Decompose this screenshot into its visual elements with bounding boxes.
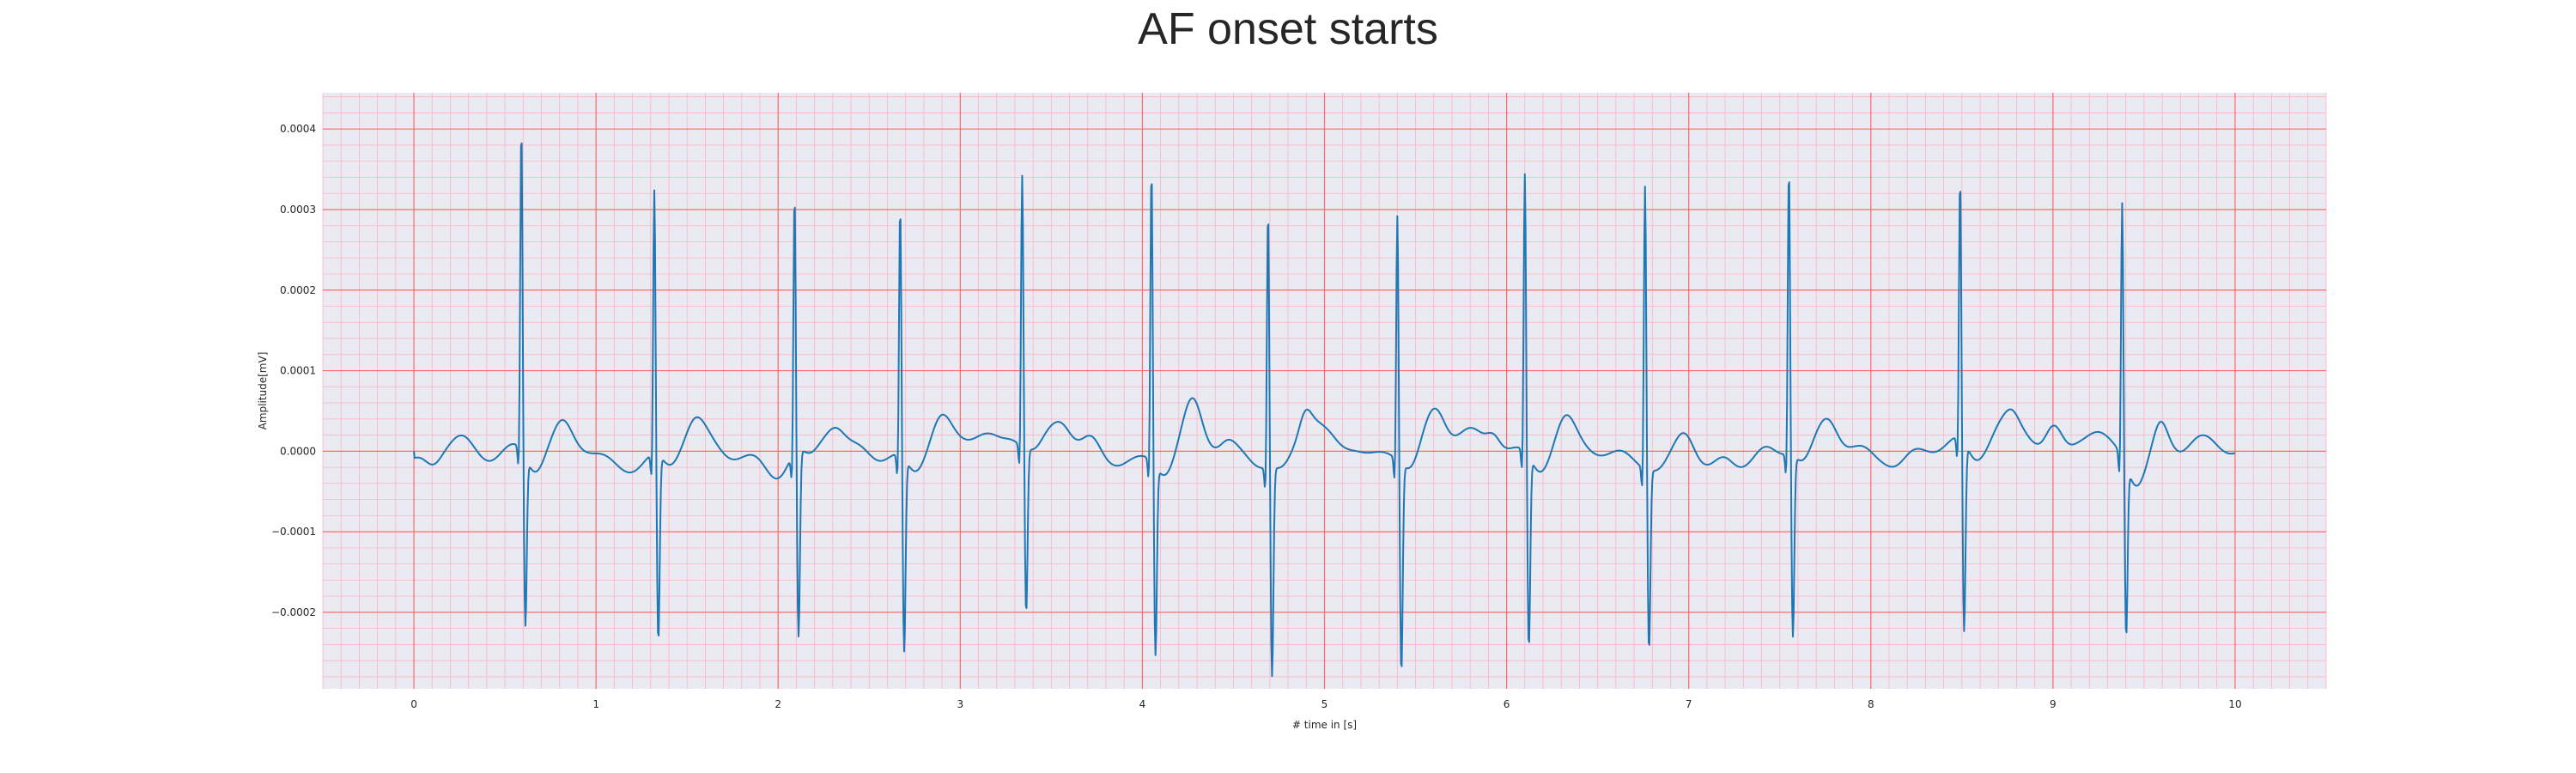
x-axis-label: # time in [s] <box>1292 719 1357 731</box>
x-tick-label: 9 <box>2050 698 2057 710</box>
x-tick-label: 6 <box>1504 698 1510 710</box>
y-tick-label: 0.0003 <box>280 204 316 216</box>
x-tick-label: 3 <box>957 698 963 710</box>
y-tick-label: −0.0002 <box>271 606 316 618</box>
y-tick-label: 0.0000 <box>280 445 316 457</box>
y-tick-label: 0.0004 <box>280 123 316 135</box>
x-tick-label: 4 <box>1139 698 1146 710</box>
x-tick-label: 1 <box>592 698 599 710</box>
x-tick-label: 7 <box>1686 698 1692 710</box>
y-axis-ticks: −0.0002 −0.0001 0.0000 0.0001 0.0002 0.0003 0.… <box>271 123 316 618</box>
x-tick-label: 8 <box>1868 698 1874 710</box>
x-tick-label: 2 <box>775 698 781 710</box>
x-tick-label: 5 <box>1321 698 1328 710</box>
x-axis-ticks: 0 1 2 3 4 5 6 7 8 9 10 <box>410 698 2241 710</box>
y-tick-label: 0.0001 <box>280 365 316 377</box>
x-tick-label: 10 <box>2228 698 2241 710</box>
y-axis-label: Amplitude[mV] <box>257 352 269 430</box>
major-grid <box>323 93 2326 689</box>
y-tick-label: 0.0002 <box>280 284 316 296</box>
chart-title: AF onset starts <box>1138 4 1438 54</box>
y-tick-label: −0.0001 <box>271 526 316 538</box>
x-tick-label: 0 <box>410 698 417 710</box>
ecg-signal-line <box>413 142 2236 678</box>
